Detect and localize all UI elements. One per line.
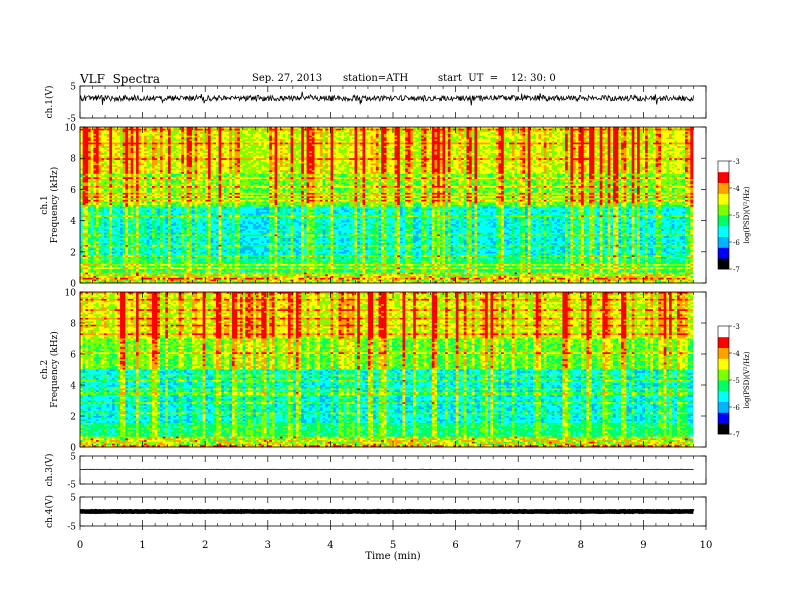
vlf-spectra-figure: VLF Spectra Sep. 27, 2013 station=ATH st… [0, 0, 792, 612]
spectrogram-2-cells [80, 127, 693, 283]
figure-canvas: 5-5ch.1(V)0246810ch.1 Frequency (kHz)-7-6… [0, 0, 792, 612]
